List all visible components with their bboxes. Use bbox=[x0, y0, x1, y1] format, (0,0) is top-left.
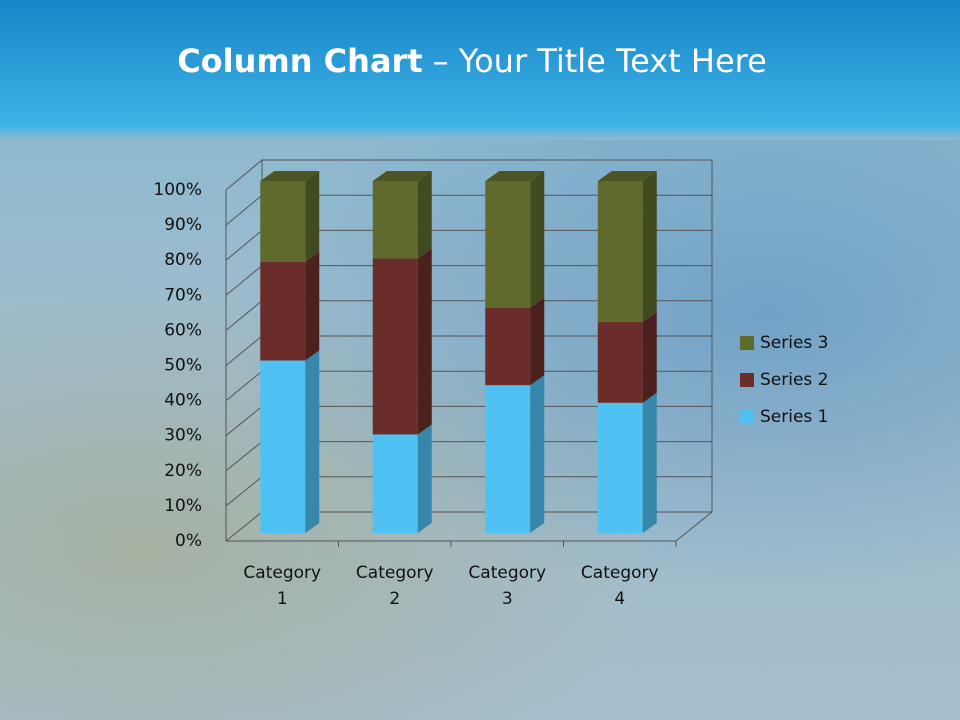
bar-side bbox=[305, 171, 320, 262]
bar-side bbox=[642, 311, 657, 403]
y-tick-label: 30% bbox=[164, 426, 202, 446]
bar-segment bbox=[372, 258, 418, 435]
x-tick-label: Category 3 bbox=[468, 563, 547, 609]
y-tick-label: 90% bbox=[164, 215, 202, 235]
bar-top bbox=[485, 171, 545, 181]
y-tick-label: 40% bbox=[164, 391, 202, 411]
bar-segment bbox=[372, 434, 418, 533]
legend-swatch bbox=[740, 336, 754, 350]
y-tick-label: 60% bbox=[164, 320, 202, 340]
y-tick-label: 70% bbox=[164, 285, 202, 305]
bar-side bbox=[530, 171, 545, 308]
y-tick-label: 10% bbox=[164, 496, 202, 516]
background bbox=[0, 140, 960, 720]
bar-side bbox=[305, 350, 320, 533]
legend-swatch bbox=[740, 373, 754, 387]
x-tick-label: Category 4 bbox=[580, 563, 659, 609]
bar-side bbox=[417, 248, 432, 435]
bar-side bbox=[642, 171, 657, 322]
title-rest: – Your Title Text Here bbox=[433, 42, 767, 80]
x-tick-label: Category 1 bbox=[243, 563, 322, 609]
bar-segment bbox=[597, 181, 643, 322]
bar-segment bbox=[485, 181, 531, 308]
bar-segment bbox=[597, 321, 643, 403]
y-tick-label: 100% bbox=[153, 180, 202, 200]
chart-title: Column Chart – Your Title Text Here bbox=[177, 42, 767, 80]
bar-side bbox=[305, 251, 320, 361]
title-bold: Column Chart bbox=[177, 42, 422, 80]
bar-side bbox=[417, 171, 432, 259]
y-tick-label: 0% bbox=[175, 531, 202, 551]
legend-label: Series 2 bbox=[760, 370, 829, 390]
bar-top bbox=[597, 171, 657, 181]
y-tick-label: 20% bbox=[164, 461, 202, 481]
bar-segment bbox=[260, 261, 306, 361]
y-tick-label: 80% bbox=[164, 250, 202, 270]
bar-segment bbox=[485, 385, 531, 533]
bar-segment bbox=[597, 402, 643, 533]
bar-segment bbox=[260, 360, 306, 533]
y-tick-label: 50% bbox=[164, 356, 202, 376]
legend-swatch bbox=[740, 410, 754, 424]
bar-top bbox=[372, 171, 432, 181]
legend-label: Series 3 bbox=[760, 333, 829, 353]
bar-side bbox=[417, 424, 432, 533]
legend-label: Series 1 bbox=[760, 407, 829, 427]
x-tick-label: Category 2 bbox=[355, 563, 434, 609]
bar-segment bbox=[485, 307, 531, 386]
bar-segment bbox=[260, 181, 306, 262]
bar-side bbox=[642, 392, 657, 533]
bar-top bbox=[260, 171, 320, 181]
bar-side bbox=[530, 297, 545, 386]
bar-segment bbox=[372, 181, 418, 259]
bar-side bbox=[530, 375, 545, 533]
